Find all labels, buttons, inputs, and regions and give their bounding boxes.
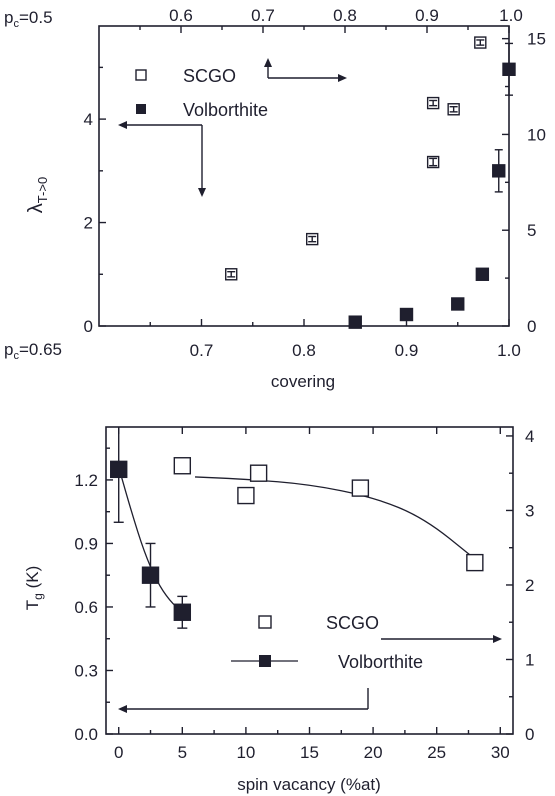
scgo-point <box>474 36 487 49</box>
scgo-point <box>447 103 460 116</box>
bottom-panel-curves <box>118 467 476 613</box>
top-left-tick-label: 4 <box>84 110 93 129</box>
volborthite-point <box>110 460 128 479</box>
bottom-left-tick-label: 0.9 <box>74 534 98 553</box>
scgo-point <box>306 232 319 246</box>
top-top-tick-label: 0.6 <box>169 6 193 25</box>
bottom-x-tick-label: 15 <box>300 743 319 762</box>
bottom-x-tick-label: 0 <box>114 743 123 762</box>
top-x-axis-label: covering <box>271 372 335 391</box>
scgo-point <box>351 479 370 497</box>
volborthite-point <box>399 307 414 322</box>
bottom-axis-prefix: pc=0.65 <box>4 340 62 362</box>
legend-label-scgo: SCGO <box>183 66 236 86</box>
bottom-right-tick-label: 4 <box>525 427 534 446</box>
volborthite-point <box>348 315 362 329</box>
bottom-left-tick-label: 0.3 <box>74 661 98 680</box>
legend-marker-scgo <box>135 69 147 81</box>
bottom-panel-points <box>110 427 484 629</box>
bottom-left-tick-label: 0.6 <box>74 598 98 617</box>
legend-label-volborthite-bottom: Volborthite <box>338 652 423 672</box>
scgo-point <box>173 457 192 475</box>
top-axis-prefix: pc=0.5 <box>4 8 53 30</box>
bottom-x-tick-label: 25 <box>427 743 446 762</box>
scgo-point <box>225 268 238 281</box>
top-right-tick-label: 15 <box>527 30 546 49</box>
scgo-point <box>237 486 255 505</box>
top-top-tick-label: 0.8 <box>333 6 357 25</box>
bottom-x-axis-label: spin vacancy (%at) <box>237 775 381 794</box>
legend-marker-scgo-bottom <box>258 615 272 629</box>
top-plot-frame <box>98 25 510 327</box>
legend-marker-volborthite <box>136 104 146 114</box>
volborthite-point <box>141 566 160 584</box>
bottom-right-tick-label: 0 <box>525 725 534 744</box>
legend-marker-volborthite-bottom <box>259 655 271 667</box>
bottom-x-tick-label: 30 <box>491 743 510 762</box>
top-panel: 0.7 0.8 0.9 1.0 0.6 0.7 0.8 0.9 1.0 0 2 4 0 5 10 15 pc=… <box>4 6 546 391</box>
bottom-x-tick-label: 5 <box>178 743 187 762</box>
volborthite-point <box>502 62 516 76</box>
top-right-tick-label: 10 <box>527 125 546 144</box>
scgo-point <box>466 553 484 572</box>
bottom-right-tick-label: 2 <box>525 576 534 595</box>
arrow-right-axis-bottom <box>381 635 502 643</box>
legend-label-scgo-bottom: SCGO <box>326 613 379 633</box>
bottom-right-tick-label: 3 <box>525 501 534 520</box>
bottom-right-tick-label: 1 <box>525 650 534 669</box>
top-bottom-tick-label: 0.8 <box>292 341 316 360</box>
top-bottom-tick-label: 1.0 <box>497 341 521 360</box>
top-top-tick-label: 0.9 <box>415 6 439 25</box>
top-left-tick-label: 2 <box>84 214 93 233</box>
top-top-tick-label: 0.7 <box>251 6 275 25</box>
bottom-y-axis-label: Tg (K) <box>23 566 45 610</box>
top-right-tick-label: 5 <box>527 221 536 240</box>
bottom-left-tick-label: 0.0 <box>74 725 98 744</box>
top-panel-points <box>225 36 516 329</box>
bottom-left-tick-label: 1.2 <box>74 471 98 490</box>
bottom-plot-frame <box>105 426 514 735</box>
bottom-panel-ticks: 0 5 10 15 20 25 30 0.0 0.3 0.6 0.9 1.2 0 1 2 3 4 <box>74 427 534 762</box>
volborthite-point <box>451 297 465 311</box>
bottom-x-tick-label: 20 <box>364 743 383 762</box>
arrow-left-bottom-axes <box>118 121 206 197</box>
scgo-point <box>249 464 268 482</box>
top-bottom-tick-label: 0.9 <box>395 341 419 360</box>
volborthite-point <box>173 603 192 621</box>
top-right-tick-label: 0 <box>527 317 536 336</box>
top-y-axis-label: λT->0 <box>25 177 50 213</box>
legend-label-volborthite: Volborthite <box>183 100 268 120</box>
bottom-x-tick-label: 10 <box>236 743 255 762</box>
volborthite-point <box>475 267 490 281</box>
scgo-point <box>426 96 440 110</box>
volborthite-point <box>492 164 506 178</box>
arrow-top-right-axes <box>264 58 347 82</box>
scgo-point <box>426 155 440 169</box>
top-left-tick-label: 0 <box>84 317 93 336</box>
arrow-left-axis-bottom <box>118 688 369 713</box>
scgo-fit-curve <box>195 476 476 560</box>
top-bottom-tick-label: 0.7 <box>190 341 214 360</box>
top-top-tick-label: 1.0 <box>499 6 523 25</box>
top-panel-ticks: 0.7 0.8 0.9 1.0 0.6 0.7 0.8 0.9 1.0 0 2 4 0 5 10 15 <box>84 6 546 360</box>
